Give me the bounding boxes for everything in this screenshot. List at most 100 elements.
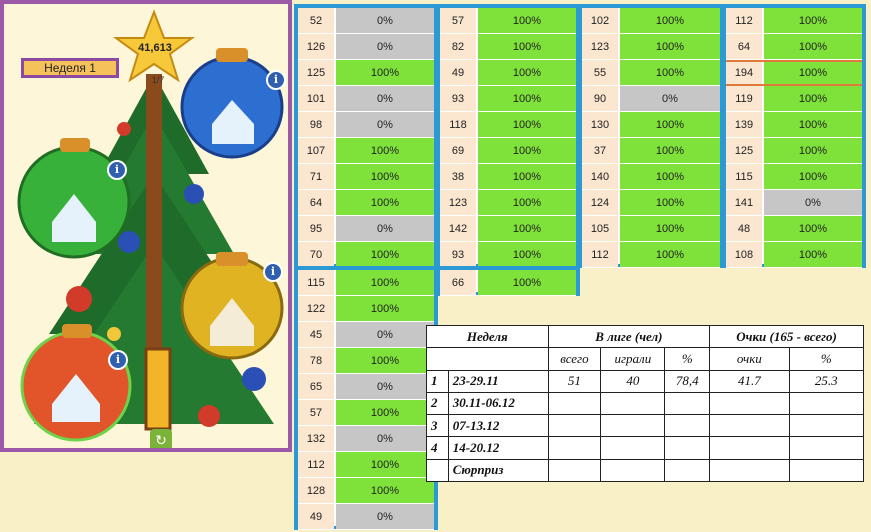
grid-row: 98 0%	[298, 112, 434, 138]
level-number: 98	[298, 112, 334, 137]
completion-percent: 100%	[478, 164, 576, 189]
subheader-points: очки	[709, 347, 790, 371]
grid-row: 37 100%	[582, 138, 720, 164]
grid-row: 115 100%	[298, 270, 434, 296]
completion-percent: 100%	[620, 60, 720, 85]
completion-percent: 100%	[620, 190, 720, 215]
grid-row: 112 100%	[582, 242, 720, 268]
refresh-icon[interactable]: ↻	[150, 429, 172, 448]
star-score: 41,613	[138, 42, 172, 54]
stats-cell-n: 4	[426, 436, 449, 460]
completion-percent: 100%	[478, 86, 576, 111]
completion-percent: 100%	[764, 34, 862, 59]
grid-row: 78 100%	[298, 348, 434, 374]
completion-percent: 100%	[478, 112, 576, 137]
grid-row: 45 0%	[298, 322, 434, 348]
grid-row: 64 100%	[726, 34, 862, 60]
stats-cell-pct2	[788, 458, 865, 483]
completion-percent: 100%	[336, 452, 434, 477]
completion-percent: 100%	[336, 60, 434, 85]
grid-row: 130 100%	[582, 112, 720, 138]
level-number: 71	[298, 164, 334, 189]
completion-percent: 0%	[764, 190, 862, 215]
level-number: 118	[440, 112, 476, 137]
stats-cell-pct2	[788, 391, 865, 416]
stats-cell-points: 41.7	[709, 369, 790, 393]
stats-cell-points	[709, 458, 790, 483]
level-number: 70	[298, 242, 334, 267]
subheader-pct2: %	[788, 347, 865, 371]
completion-percent: 100%	[478, 60, 576, 85]
header-league: В лиге (чел)	[547, 324, 711, 349]
stats-cell-points	[709, 391, 790, 416]
stats-cell-dates: 14-20.12	[447, 436, 549, 460]
grid-row: 70 100%	[298, 242, 434, 268]
stats-cell-dates: Сюрприз	[447, 458, 549, 483]
grid-row: 194 100%	[726, 60, 862, 86]
grid-row: 82 100%	[440, 34, 576, 60]
completion-percent: 100%	[764, 164, 862, 189]
completion-percent: 100%	[764, 112, 862, 137]
grid-row: 141 0%	[726, 190, 862, 216]
completion-percent: 100%	[764, 86, 862, 111]
stats-cell-n: 2	[426, 391, 449, 416]
info-icon[interactable]: i	[107, 160, 127, 180]
completion-percent: 100%	[336, 348, 434, 373]
completion-percent: 100%	[336, 164, 434, 189]
stats-row: 2 30.11-06.12	[426, 391, 865, 416]
level-number: 78	[298, 348, 334, 373]
grid-row: 57 100%	[298, 400, 434, 426]
grid-row: 122 100%	[298, 296, 434, 322]
level-number: 38	[440, 164, 476, 189]
grid-row: 132 0%	[298, 426, 434, 452]
grid-row: 124 100%	[582, 190, 720, 216]
level-number: 93	[440, 86, 476, 111]
grid-row: 125 100%	[726, 138, 862, 164]
level-number: 115	[726, 164, 762, 189]
completion-percent: 100%	[764, 138, 862, 163]
level-number: 102	[582, 8, 618, 33]
grid-row: 125 100%	[298, 60, 434, 86]
level-number: 128	[298, 478, 334, 503]
stats-cell-played	[600, 458, 666, 483]
level-number: 101	[298, 86, 334, 111]
stats-cell-pct	[664, 436, 711, 460]
grid-row: 108 100%	[726, 242, 862, 268]
level-number: 119	[726, 86, 762, 111]
level-number: 64	[298, 190, 334, 215]
level-number: 123	[440, 190, 476, 215]
completion-percent: 100%	[620, 216, 720, 241]
completion-percent: 100%	[478, 216, 576, 241]
level-number: 125	[298, 60, 334, 85]
stats-cell-n	[426, 458, 449, 483]
grid-row: 126 0%	[298, 34, 434, 60]
completion-percent: 100%	[336, 296, 434, 321]
info-icon[interactable]: i	[263, 262, 283, 282]
grid-row: 123 100%	[440, 190, 576, 216]
completion-percent: 100%	[620, 242, 720, 267]
block-5: 115 100% 122 100% 45 0% 78 100% 65 0% 57 100% 132 0% 1…	[294, 266, 438, 530]
completion-percent: 0%	[336, 8, 434, 33]
level-number: 49	[298, 504, 334, 529]
grid-row: 48 100%	[726, 216, 862, 242]
info-icon[interactable]: i	[108, 350, 128, 370]
grid-row: 64 100%	[298, 190, 434, 216]
stats-cell-dates: 30.11-06.12	[447, 391, 549, 416]
completion-percent: 100%	[478, 8, 576, 33]
level-number: 130	[582, 112, 618, 137]
completion-percent: 100%	[620, 112, 720, 137]
block-3: 102 100% 123 100% 55 100% 90 0% 130 100% 37 100% 140…	[578, 4, 724, 268]
level-number: 125	[726, 138, 762, 163]
level-number: 52	[298, 8, 334, 33]
level-number: 112	[726, 8, 762, 33]
level-number: 124	[582, 190, 618, 215]
grid-row: 107 100%	[298, 138, 434, 164]
completion-percent: 100%	[336, 270, 434, 295]
completion-percent: 0%	[336, 426, 434, 451]
level-number: 66	[440, 270, 476, 295]
level-number: 37	[582, 138, 618, 163]
level-number: 95	[298, 216, 334, 241]
completion-percent: 100%	[764, 216, 862, 241]
info-icon[interactable]: i	[266, 70, 286, 90]
stats-cell-total	[547, 436, 602, 460]
